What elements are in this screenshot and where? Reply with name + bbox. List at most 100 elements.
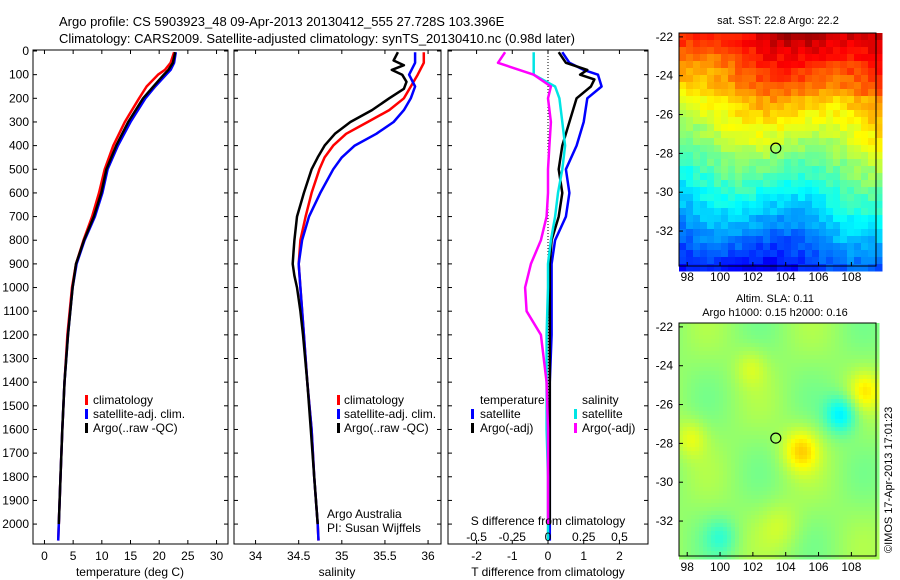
heatmap-cell — [683, 375, 688, 380]
heatmap-cell — [787, 455, 792, 460]
heatmap-cell — [827, 491, 832, 496]
heatmap-cell — [728, 68, 736, 76]
heatmap-cell — [739, 403, 744, 408]
heatmap-cell — [763, 527, 768, 532]
heatmap-cell — [747, 339, 752, 344]
heatmap-cell — [868, 75, 876, 83]
heatmap-cell — [819, 82, 827, 90]
heatmap-cell — [798, 173, 806, 181]
heatmap-cell — [755, 331, 760, 336]
heatmap-cell — [707, 455, 712, 460]
heatmap-cell — [847, 555, 852, 560]
heatmap-cell — [775, 503, 780, 508]
heatmap-cell — [798, 110, 806, 118]
heatmap-cell — [819, 391, 824, 396]
heatmap-cell — [727, 423, 732, 428]
heatmap-cell — [723, 383, 728, 388]
heatmap-cell — [767, 435, 772, 440]
heatmap-cell — [699, 351, 704, 356]
heatmap-cell — [727, 455, 732, 460]
heatmap-cell — [707, 543, 712, 548]
heatmap-cell — [826, 61, 834, 69]
heatmap-cell — [823, 387, 828, 392]
heatmap-cell — [807, 435, 812, 440]
heatmap-cell — [699, 535, 704, 540]
heatmap-cell — [779, 527, 784, 532]
heatmap-cell — [811, 359, 816, 364]
heatmap-cell — [855, 327, 860, 332]
heatmap-cell — [728, 131, 736, 139]
heatmap-cell — [727, 399, 732, 404]
heatmap-cell — [728, 180, 736, 188]
heatmap-cell — [827, 427, 832, 432]
heatmap-cell — [727, 447, 732, 452]
heatmap-cell — [861, 96, 869, 104]
heatmap-cell — [779, 507, 784, 512]
heatmap-cell — [823, 403, 828, 408]
heatmap-cell — [686, 68, 694, 76]
heatmap-cell — [691, 335, 696, 340]
heatmap-cell — [791, 68, 799, 76]
heatmap-cell — [807, 459, 812, 464]
heatmap-cell — [747, 511, 752, 516]
heatmap-cell — [839, 443, 844, 448]
heatmap-cell — [715, 479, 720, 484]
heatmap-cell — [823, 551, 828, 556]
heatmap-cell — [871, 411, 876, 416]
heatmap-cell — [847, 61, 855, 69]
heatmap-cell — [679, 343, 684, 348]
heatmap-cell — [826, 110, 834, 118]
heatmap-cell — [763, 131, 771, 139]
heatmap-cell — [739, 487, 744, 492]
heatmap-cell — [847, 415, 852, 420]
heatmap-cell — [721, 47, 729, 55]
heatmap-cell — [831, 527, 836, 532]
heatmap-cell — [847, 187, 855, 195]
heatmap-cell — [859, 483, 864, 488]
heatmap-cell — [691, 419, 696, 424]
heatmap-cell — [875, 201, 883, 209]
heatmap-cell — [784, 82, 792, 90]
heatmap-cell — [819, 347, 824, 352]
heatmap-cell — [787, 467, 792, 472]
heatmap-cell — [847, 347, 852, 352]
heatmap-cell — [719, 523, 724, 528]
heatmap-cell — [683, 403, 688, 408]
heatmap-cell — [755, 403, 760, 408]
heatmap-cell — [775, 371, 780, 376]
heatmap-cell — [803, 343, 808, 348]
heatmap-cell — [803, 527, 808, 532]
heatmap-cell — [775, 495, 780, 500]
heatmap-cell — [711, 511, 716, 516]
heatmap-cell — [687, 367, 692, 372]
heatmap-cell — [771, 491, 776, 496]
heatmap-cell — [751, 451, 756, 456]
heatmap-cell — [707, 443, 712, 448]
heatmap-cell — [831, 375, 836, 380]
heatmap-cell — [863, 339, 868, 344]
heatmap-cell — [763, 443, 768, 448]
heatmap-cell — [840, 180, 848, 188]
heatmap-cell — [779, 327, 784, 332]
heatmap-cell — [831, 359, 836, 364]
heatmap-cell — [840, 54, 848, 62]
y-tick-label: 1600 — [2, 422, 29, 436]
heatmap-cell — [819, 355, 824, 360]
heatmap-cell — [791, 96, 799, 104]
heatmap-cell — [759, 323, 764, 328]
heatmap-cell — [787, 555, 792, 560]
heatmap-cell — [767, 555, 772, 560]
legend-swatch-argo — [85, 423, 88, 433]
heatmap-cell — [775, 367, 780, 372]
heatmap-cell — [683, 351, 688, 356]
heatmap-cell — [867, 547, 872, 552]
heatmap-cell — [831, 519, 836, 524]
heatmap-cell — [854, 96, 862, 104]
heatmap-cell — [727, 431, 732, 436]
heatmap-cell — [819, 411, 824, 416]
heatmap-cell — [855, 435, 860, 440]
heatmap-cell — [775, 451, 780, 456]
heatmap-cell — [707, 463, 712, 468]
heatmap-cell — [767, 459, 772, 464]
heatmap-cell — [791, 519, 796, 524]
